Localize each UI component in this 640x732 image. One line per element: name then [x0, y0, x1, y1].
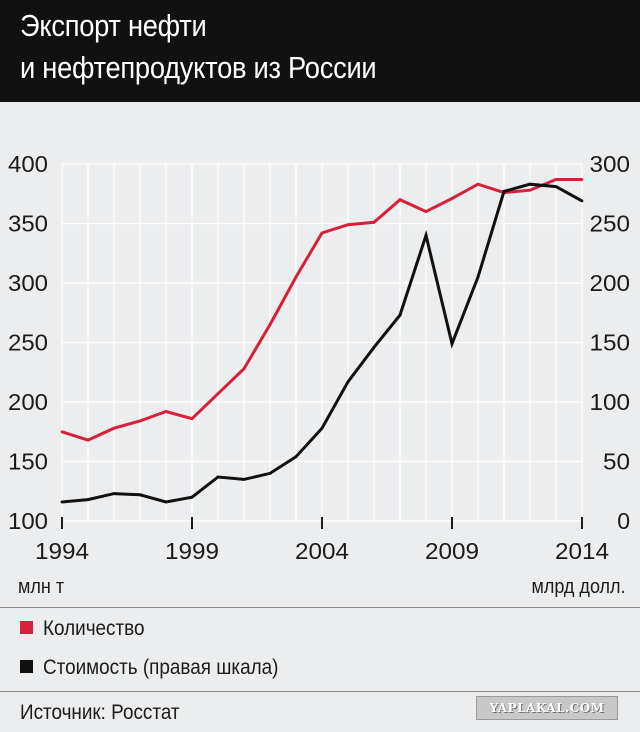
x-tick-label-2: 2004: [295, 538, 349, 564]
point-value-1995: [86, 498, 90, 501]
x-tick-label-1: 1999: [165, 538, 219, 564]
point-quantity-2007: [398, 198, 402, 202]
divider-top: [0, 607, 640, 608]
point-quantity-1995: [86, 438, 90, 442]
point-quantity-2005: [346, 223, 350, 227]
y-left-tick-label-5: 350: [8, 211, 48, 237]
point-quantity-2009: [450, 197, 454, 200]
point-quantity-1997: [138, 419, 142, 423]
point-value-2004: [320, 426, 324, 430]
point-quantity-2006: [372, 220, 376, 224]
left-axis-unit: млн т: [18, 576, 65, 598]
divider-bottom: [0, 691, 640, 692]
point-value-1998: [164, 500, 168, 504]
point-quantity-2012: [528, 188, 532, 192]
point-value-2005: [346, 380, 350, 384]
legend-label-quantity: Количество: [43, 617, 145, 640]
point-value-2011: [502, 189, 506, 193]
chart-title-line-2: и нефтепродуктов из России: [20, 50, 377, 85]
chart-title-line-1: Экспорт нефти: [20, 8, 207, 43]
y-right-tick-label-5: 250: [590, 211, 631, 237]
line-chart: 100 150 200 250 300 350 400 0 50 100 150 200 250 300 1…: [8, 151, 631, 564]
y-left-tick-label-2: 200: [8, 389, 48, 415]
point-value-1994: [60, 500, 64, 504]
point-quantity-2013: [554, 178, 558, 181]
point-value-2014: [580, 199, 584, 203]
y-left-tick-label-6: 400: [8, 151, 48, 177]
point-value-2009: [450, 342, 454, 346]
point-value-2008: [424, 234, 428, 237]
point-value-2013: [554, 185, 558, 189]
point-quantity-2002: [268, 323, 272, 327]
y-right-tick-label-2: 100: [590, 389, 631, 415]
chart-header: Экспорт нефти и нефтепродуктов из России: [0, 0, 640, 102]
point-quantity-2003: [294, 275, 298, 279]
point-value-1997: [138, 493, 142, 497]
point-value-1999: [190, 495, 194, 499]
point-value-2001: [242, 477, 246, 481]
point-value-2010: [476, 275, 480, 279]
right-axis-unit: млрд долл.: [531, 576, 626, 598]
y-right-tick-label-6: 300: [590, 151, 631, 177]
point-quantity-1999: [190, 417, 194, 421]
point-quantity-2014: [580, 178, 584, 181]
point-quantity-2004: [320, 231, 324, 235]
point-value-2003: [294, 455, 298, 459]
point-value-2012: [528, 182, 532, 186]
point-quantity-2010: [476, 182, 480, 186]
legend-label-value: Стоимость (правая шкала): [43, 656, 279, 679]
point-value-2002: [268, 472, 272, 475]
point-value-2000: [216, 475, 220, 479]
legend-item-value: Стоимость (правая шкала): [20, 656, 305, 680]
point-quantity-2001: [242, 367, 246, 371]
point-quantity-1994: [60, 430, 64, 434]
watermark-logo: YAPLAKAL.COM: [476, 696, 618, 720]
point-value-2006: [372, 345, 376, 349]
legend-swatch-quantity: [20, 620, 33, 634]
y-left-tick-label-3: 250: [8, 330, 48, 356]
x-tick-label-4: 2014: [555, 538, 609, 564]
y-right-tick-label-3: 150: [590, 330, 631, 356]
y-left-tick-label-4: 300: [8, 270, 48, 296]
point-quantity-2008: [424, 210, 428, 213]
y-right-tick-label-0: 0: [617, 508, 630, 534]
point-quantity-1996: [112, 426, 116, 430]
y-left-tick-label-0: 100: [8, 508, 48, 534]
point-quantity-1998: [164, 410, 168, 413]
point-value-2007: [398, 313, 402, 317]
legend-swatch-value: [20, 659, 33, 673]
y-right-tick-label-1: 50: [603, 449, 630, 475]
point-value-1996: [112, 492, 116, 496]
source-note: Источник: Росстат: [20, 701, 180, 724]
x-tick-label-0: 1994: [35, 538, 89, 564]
y-left-tick-label-1: 150: [8, 449, 48, 475]
y-right-tick-label-4: 200: [590, 270, 631, 296]
point-quantity-2000: [216, 392, 220, 396]
x-tick-label-3: 2009: [425, 538, 479, 564]
legend-item-quantity: Количество: [20, 617, 156, 641]
